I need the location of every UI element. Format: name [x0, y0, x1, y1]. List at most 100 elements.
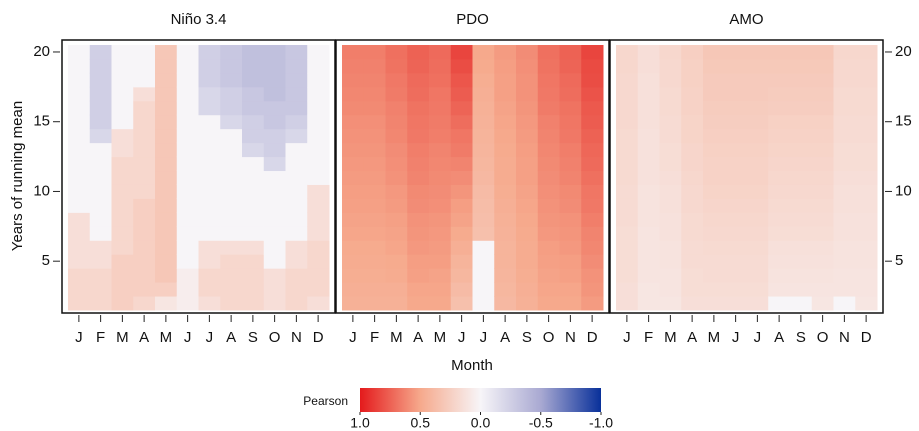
heatmap-cell — [450, 212, 473, 227]
x-tick-label: O — [543, 329, 555, 346]
x-tick-label: A — [226, 329, 236, 346]
heatmap-cell — [616, 240, 639, 255]
heatmap-cell — [176, 296, 199, 311]
heatmap-cell — [111, 156, 134, 172]
heatmap-cell — [581, 114, 604, 130]
heatmap-cell — [176, 86, 199, 102]
heatmap-cell — [659, 198, 682, 213]
heatmap-cell — [516, 282, 539, 297]
heatmap-cell — [494, 114, 517, 130]
heatmap-cell — [176, 226, 199, 241]
heatmap-cell — [285, 184, 308, 199]
heatmap-cell — [790, 100, 813, 116]
heatmap-cell — [616, 58, 639, 74]
heatmap-cell — [681, 128, 704, 144]
heatmap-cell — [342, 86, 365, 102]
heatmap-cell — [516, 212, 539, 227]
heatmap-cell — [494, 184, 517, 199]
heatmap-cell — [363, 58, 386, 74]
heatmap-cell — [407, 72, 430, 88]
heatmap-cell — [746, 282, 769, 297]
heatmap-cell — [242, 184, 265, 199]
heatmap-cell — [111, 240, 134, 255]
x-tick-label: J — [480, 329, 488, 346]
heatmap-cell — [659, 282, 682, 297]
heatmap-cell — [450, 128, 473, 144]
heatmap-cell — [768, 212, 791, 227]
heatmap-cell — [681, 254, 704, 269]
heatmap-cell — [89, 212, 112, 227]
heatmap-cell — [242, 45, 265, 60]
heatmap-cell — [472, 198, 495, 213]
heatmap-cell — [559, 142, 582, 158]
panel-title: AMO — [729, 11, 763, 28]
heatmap-cell — [111, 254, 134, 269]
heatmap-cell — [746, 128, 769, 144]
x-tick-label: J — [349, 329, 357, 346]
heatmap-cell — [429, 86, 452, 102]
heatmap-cell — [472, 296, 495, 311]
heatmap-cell — [746, 296, 769, 311]
heatmap-cell — [616, 114, 639, 130]
heatmap-cell — [703, 156, 726, 172]
heatmap-cell — [703, 128, 726, 144]
heatmap-cell — [111, 72, 134, 88]
heatmap-cell — [811, 240, 834, 255]
heatmap-cell — [855, 58, 878, 74]
heatmap-cell — [429, 128, 452, 144]
heatmap-cell — [68, 226, 91, 241]
heatmap-cell — [790, 156, 813, 172]
x-tick-label: S — [796, 329, 806, 346]
heatmap-cell — [537, 114, 560, 130]
heatmap-cell — [724, 268, 747, 283]
heatmap-cell — [342, 226, 365, 241]
heatmap-cell — [155, 170, 178, 185]
heatmap-cell — [494, 198, 517, 213]
heatmap-cell — [681, 268, 704, 283]
heatmap-cell — [681, 100, 704, 116]
heatmap-cell — [659, 45, 682, 60]
heatmap-cell — [833, 156, 856, 172]
heatmap-cell — [681, 282, 704, 297]
heatmap-cell — [537, 268, 560, 283]
heatmap-cell — [285, 142, 308, 158]
heatmap-cell — [581, 226, 604, 241]
heatmap-cell — [450, 240, 473, 255]
heatmap-cell — [111, 268, 134, 283]
heatmap-cell — [133, 268, 156, 283]
heatmap-cell — [111, 114, 134, 130]
heatmap-cell — [703, 58, 726, 74]
heatmap-cell — [407, 198, 430, 213]
heatmap-cell — [790, 170, 813, 185]
heatmap-cell — [516, 198, 539, 213]
heatmap-cell — [537, 254, 560, 269]
heatmap-cell — [616, 184, 639, 199]
x-tick-label: N — [291, 329, 302, 346]
heatmap-cell — [285, 268, 308, 283]
heatmap-cell — [220, 240, 243, 255]
heatmap-cell — [198, 45, 221, 60]
heatmap-cell — [242, 156, 265, 172]
heatmap-cell — [724, 142, 747, 158]
heatmap-cell — [342, 296, 365, 311]
heatmap-cell — [342, 254, 365, 269]
heatmap-cell — [516, 128, 539, 144]
heatmap-cell — [220, 86, 243, 102]
heatmap-cell — [855, 170, 878, 185]
heatmap-cell — [855, 254, 878, 269]
heatmap-cell — [581, 100, 604, 116]
heatmap-cell — [263, 142, 286, 158]
heatmap-cell — [307, 296, 330, 311]
heatmap-cell — [516, 268, 539, 283]
heatmap-cell — [68, 254, 91, 269]
heatmap-cell — [385, 268, 408, 283]
heatmap-cell — [242, 142, 265, 158]
x-tick-label: M — [664, 329, 677, 346]
heatmap-cell — [342, 114, 365, 130]
heatmap-cell — [68, 100, 91, 116]
heatmap-cell — [494, 170, 517, 185]
heatmap-cell — [133, 114, 156, 130]
heatmap-cell — [494, 100, 517, 116]
heatmap-cell — [429, 114, 452, 130]
heatmap-cell — [198, 58, 221, 74]
